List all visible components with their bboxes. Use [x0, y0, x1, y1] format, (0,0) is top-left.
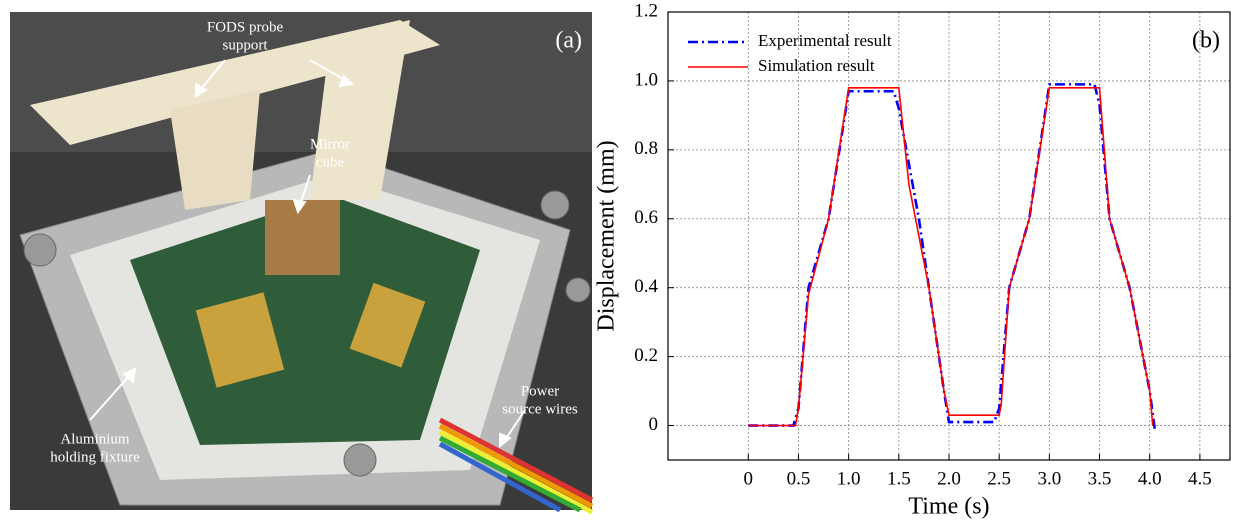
annotation: FODS probe — [207, 19, 284, 35]
x-tick-label: 3.5 — [1088, 468, 1112, 489]
y-tick-label: 0.2 — [634, 345, 658, 366]
annotations: FODS probe support Mirror cube Power source w… — [50, 19, 578, 465]
probe-arm — [310, 20, 410, 200]
x-tick-label: 4.0 — [1138, 468, 1162, 489]
x-tick-label: 0.5 — [787, 468, 811, 489]
y-tick-label: 0.6 — [634, 207, 658, 228]
y-tick-label: 1.0 — [634, 69, 658, 90]
legend-label: Simulation result — [758, 56, 875, 75]
screw — [343, 443, 377, 477]
legend-label: Experimental result — [758, 31, 892, 50]
annotation: Aluminium — [60, 431, 130, 447]
annotation: source wires — [502, 401, 578, 417]
x-tick-label: 2.0 — [937, 468, 961, 489]
screw — [565, 277, 591, 303]
plot-frame — [667, 11, 1231, 461]
x-axis-label: Time (s) — [908, 494, 989, 520]
y-tick-label: 0.8 — [634, 138, 658, 159]
annotation: Mirror — [310, 136, 350, 152]
x-tick-label: 0 — [744, 468, 754, 489]
ribbon-wires — [438, 417, 594, 515]
panel-label: (a) — [555, 28, 582, 54]
annotation: cube — [316, 154, 345, 170]
x-tick-label: 3.0 — [1037, 468, 1061, 489]
x-tick-label: 2.5 — [987, 468, 1011, 489]
connector — [195, 292, 285, 388]
y-tick-label: 1.2 — [634, 0, 658, 21]
x-tick-label: 4.5 — [1188, 468, 1212, 489]
annotation: holding fixture — [50, 449, 140, 465]
panel-label: (b) — [1192, 28, 1220, 54]
connector — [349, 282, 426, 368]
y-tick-label: 0 — [649, 414, 659, 435]
series-line — [748, 83, 1157, 430]
chart: 0 0.2 0.4 0.6 0.8 1.0 1.2 0 0.5 1.0 1.5 2.0 2.5 3.0 3.… — [594, 0, 1231, 520]
annotation: support — [223, 37, 269, 53]
y-tick-label: 0.4 — [634, 276, 658, 297]
series-line — [748, 87, 1154, 427]
arrows — [89, 59, 526, 449]
probe-arm — [170, 90, 260, 210]
screw — [540, 190, 570, 220]
x-tick-label: 1.5 — [887, 468, 911, 489]
mirror-cube — [265, 200, 340, 275]
x-tick-label: 1.0 — [837, 468, 861, 489]
y-axis-label: Displacement (mm) — [594, 140, 620, 331]
photo — [10, 12, 594, 515]
screw — [23, 233, 57, 267]
annotation: Power — [521, 383, 559, 399]
